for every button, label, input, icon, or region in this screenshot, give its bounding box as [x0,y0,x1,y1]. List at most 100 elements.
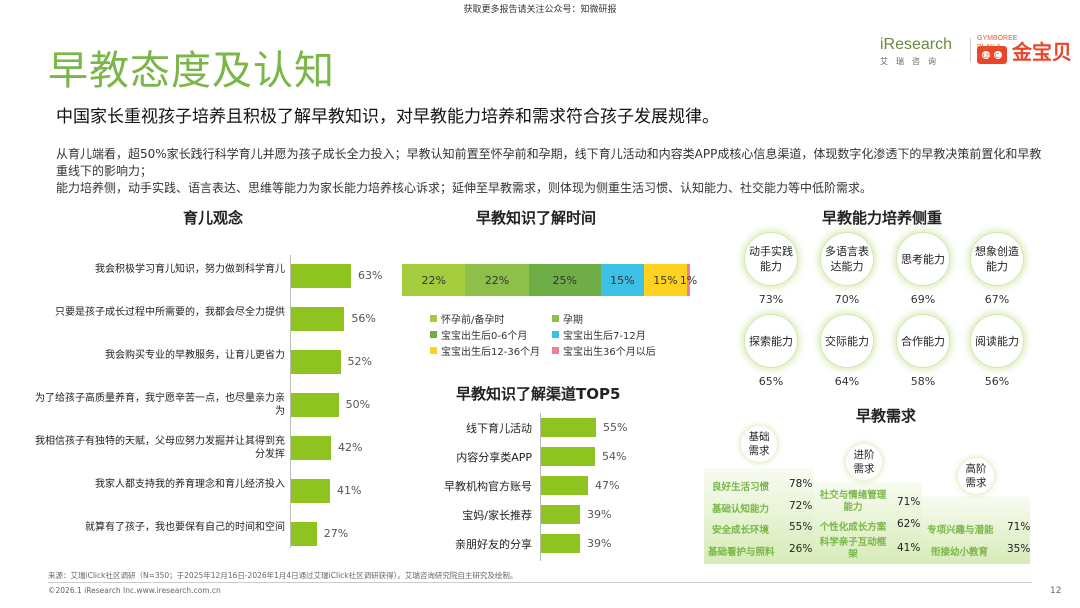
need-advanced-item-name-line-1: 个性化成长方案 [819,522,887,533]
ability-label-line-1: 思考能力 [901,252,945,266]
need-advanced-item-name-line-1: 科学亲子互动框 [819,537,887,548]
ability-label-line-1: 多语言表 [825,245,869,258]
ability-circle: 阅读能力 [970,314,1024,368]
parenting-value: 27% [323,527,349,540]
parenting-label: 我会积极学习育儿知识，努力做到科学育儿 [95,264,285,275]
parenting-bar [291,264,351,288]
ability-circle: 探索能力 [744,314,798,368]
footer-divider [48,582,1032,583]
need-basic-item-value: 78% [789,478,813,490]
parenting-value: 41% [337,484,362,497]
ability-label-line-1: 想象创造 [975,245,1019,258]
need-advanced-item-name: 科学亲子互动框架 [816,537,890,561]
needs-high-panel [922,496,1030,564]
ability-percentage: 58% [910,375,936,388]
iresearch-logo-sub: 艾瑞咨询 [880,57,944,66]
parenting-bar [291,522,317,546]
legend-swatch [430,315,437,322]
parenting-bar [291,307,345,331]
ability-percentage: 56% [984,375,1010,388]
parenting-bar [291,436,331,460]
knowledge-time-segment: 15% [643,264,688,296]
gymboree-emblem-icon [977,46,1007,64]
need-basic-item-name: 良好生活习惯 [712,482,770,493]
ability-percentage: 73% [758,293,784,306]
legend-label: 宝宝出生36个月以后 [563,347,656,358]
ability-label-line-2: 能力 [986,260,1008,273]
channel-bar [541,534,580,553]
knowledge-time-segment: 25% [528,264,601,296]
ability-circle: 思考能力 [896,232,950,286]
gymboree-logo-cn: 金宝贝 [1012,40,1072,64]
section-title-knowledge-time: 早教知识了解时间 [476,209,597,227]
legend-swatch [552,315,559,322]
ability-label-line-2: 能力 [760,260,782,273]
needs-advanced-label-1: 进阶 [853,449,875,461]
parenting-axis [290,255,291,548]
need-advanced-item-name-line-2: 架 [848,549,858,560]
parenting-label: 就算有了孩子，我也要保有自己的时间和空间 [85,522,285,533]
channel-value: 39% [587,537,612,550]
knowledge-time-legend-item: 宝宝出生后12-36个月 [430,343,540,358]
description: 从育儿端看，超50%家长践行科学育儿并愿为孩子成长全力投入；早教认知前置至怀孕前… [56,146,1046,197]
page-title: 早教态度及认知 [48,48,335,94]
ability-circle: 想象创造 能力 [970,232,1024,286]
ability-label: 合作能力 [901,334,945,349]
need-advanced-item-name: 社交与情绪管理 能力 [816,490,890,514]
needs-advanced-panel [814,482,922,564]
iresearch-logo: iResearch 艾瑞咨询 [880,36,962,68]
parenting-value: 63% [358,269,383,282]
ability-circle: 合作能力 [896,314,950,368]
iresearch-logo-text: iResearch [880,36,953,53]
knowledge-time-legend-item: 孕期 [552,311,583,326]
parenting-value: 56% [351,312,376,325]
needs-high-label-1: 高阶 [965,463,987,475]
ability-label: 交际能力 [825,334,869,349]
legend-swatch [552,331,559,338]
need-advanced-item-name-line-2: 能力 [843,502,863,513]
needs-advanced-badge: 进阶 需求 [846,444,882,480]
legend-label: 宝宝出生后0-6个月 [441,331,528,342]
need-advanced-item-value: 62% [897,518,921,530]
channel-label: 内容分享类APP [456,451,532,464]
channel-label: 早教机构官方账号 [444,480,532,493]
channel-label: 线下育儿活动 [466,422,532,435]
knowledge-time-legend-item: 宝宝出生后0-6个月 [430,327,527,342]
ability-percentage: 70% [834,293,860,306]
section-title-needs: 早教需求 [856,407,917,425]
parenting-label: 我会购买专业的早教服务，让育儿更省力 [105,350,285,361]
channel-bar [541,418,596,437]
description-para-2: 能力培养侧，动手实践、语言表达、思维等能力为家长能力培养核心诉求；延伸至早教需求… [56,181,873,195]
ability-label-line-1: 探索能力 [749,334,793,348]
ability-circle: 动手实践 能力 [744,232,798,286]
need-basic-item-value: 55% [789,521,813,533]
ability-percentage: 65% [758,375,784,388]
footer-copyright: ©2026.1 iResearch Inc.www.iresearch.com.… [48,586,221,595]
needs-high-badge: 高阶 需求 [958,458,994,494]
ability-label-line-1: 动手实践 [749,245,793,258]
parenting-value: 50% [345,398,371,411]
logo-divider [970,38,971,62]
description-para-1: 从育儿端看，超50%家长践行科学育儿并愿为孩子成长全力投入；早教认知前置至怀孕前… [56,147,1042,178]
ability-label-line-1: 交际能力 [825,334,869,348]
parenting-label: 我家人都支持我的养育理念和育儿经济投入 [95,479,285,490]
need-advanced-item-value: 71% [897,496,921,508]
parenting-bar [291,350,341,374]
channel-label: 亲朋好友的分享 [455,538,532,551]
section-title-abilities: 早教能力培养侧重 [822,209,943,227]
legend-label: 孕期 [563,315,583,326]
ability-percentage: 64% [834,375,860,388]
need-high-item-name: 专项兴趣与潜能 [927,525,994,536]
parenting-bar [291,479,331,503]
need-basic-item-name: 基础看护与照料 [708,547,775,558]
ability-circle: 多语言表 达能力 [820,232,874,286]
gymboree-logo-en: GYMBOREE PLAY & MUSIC [977,35,1018,60]
channel-value: 47% [595,479,620,492]
ability-circle: 交际能力 [820,314,874,368]
parenting-value: 52% [347,355,372,368]
channel-bar [541,447,595,466]
channel-value: 54% [602,450,627,463]
need-basic-item-value: 72% [789,500,813,512]
need-high-item-value: 35% [1007,543,1031,555]
subtitle: 中国家长重视孩子培养且积极了解早教知识，对早教能力培养和需求符合孩子发展规律。 [56,107,719,127]
